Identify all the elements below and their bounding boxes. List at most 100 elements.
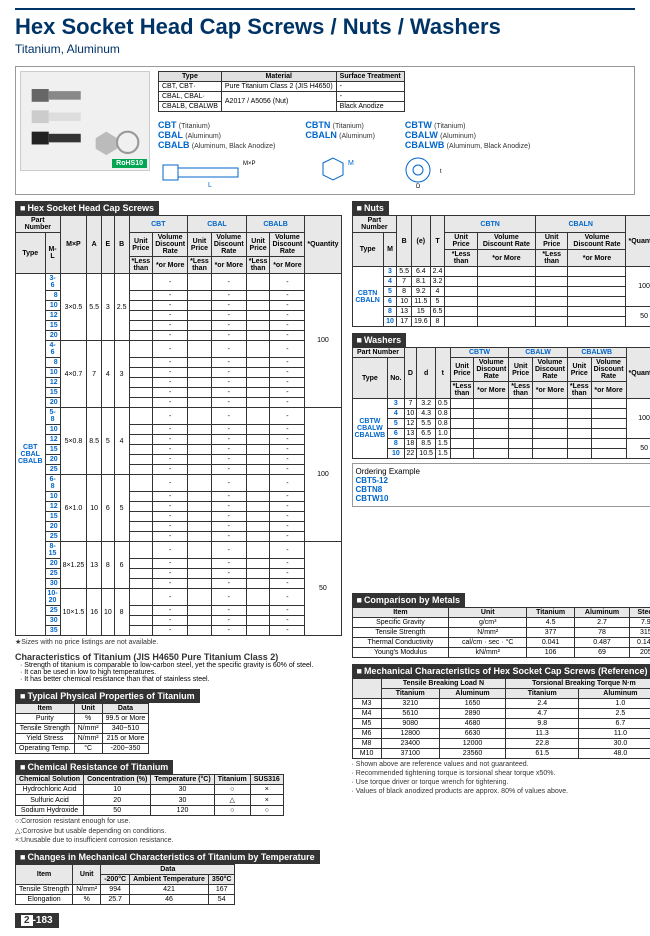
page-subtitle: Titanium, Aluminum	[15, 42, 635, 56]
table-row: 61011.55	[352, 297, 650, 307]
table-row: 5125.50.8	[352, 419, 650, 429]
rohs-badge: RoHS10	[112, 159, 147, 168]
svg-text:t: t	[440, 169, 442, 175]
comparison-table: ItemUnitTitaniumAluminumSteel Specific G…	[352, 607, 650, 658]
order-code: CBT5-12	[356, 476, 650, 485]
table-row: M5908046809.86.7	[352, 719, 650, 729]
chemical-table: Chemical SolutionConcentration (%)Temper…	[15, 774, 284, 816]
note: · Shown above are reference values and n…	[352, 761, 650, 768]
nuts-table: Part Number B (e) T CBTN CBALN *Quantity…	[352, 215, 650, 327]
table-row: 6136.51.0	[352, 429, 650, 439]
ordering-label: Ordering Example	[356, 467, 420, 476]
order-code: CBTW10	[356, 494, 650, 503]
washers-table: Part Number D d t CBTW CBALW CBALWB *Qua…	[352, 347, 650, 459]
table-row: Sodium Hydroxide50120○○	[16, 806, 284, 816]
comparison-header: Comparison by Metals	[352, 593, 465, 607]
characteristics-title: Characteristics of Titanium (JIS H4650 P…	[15, 652, 342, 662]
table-row: M4561028904.72.5	[352, 709, 650, 719]
top-section: RoHS10 TypeMaterialSurface Treatment CBT…	[15, 66, 635, 195]
svg-text:D: D	[416, 184, 421, 190]
table-row: Tensile StrengthN/mm²994421167	[16, 885, 235, 895]
code-CBALB: CBALB	[158, 140, 190, 150]
page-number: 22-183-183	[15, 913, 59, 928]
note: · Use torque driver or torque wrench for…	[352, 779, 650, 786]
table-row: M8234001200022.830.0	[352, 739, 650, 749]
table-row: CBTN CBALN35.56.42.4100	[352, 267, 650, 277]
table-row: Operating Temp.°C-200~350	[16, 744, 149, 754]
table-row: 6- 86×1.01065---	[16, 475, 342, 492]
washer-diagram: Dt	[398, 155, 468, 190]
ordering-example: Ordering Example CBT5-12CBTN8CBTW10	[352, 463, 650, 507]
code-CBTW: CBTW	[405, 120, 432, 130]
table-row: M3321016502.41.0	[352, 699, 650, 709]
table-row: Tensile StrengthN/mm²340~510	[16, 724, 149, 734]
code-CBALWB: CBALWB	[405, 140, 445, 150]
table-row: 478.13.2	[352, 277, 650, 287]
code-CBAL: CBAL	[158, 130, 183, 140]
table-row: 8188.51.550	[352, 439, 650, 449]
table-row: 4104.30.8	[352, 409, 650, 419]
table-row: CBT CBAL CBALB3- 63×0.55.532.5---100	[16, 274, 342, 291]
table-row: Tensile StrengthN/mm²37778315	[352, 628, 650, 638]
table-row: CBTW CBALW CBALWB373.20.5100	[352, 399, 650, 409]
code-CBTN: CBTN	[305, 120, 330, 130]
table-row: Purity%99.5 or More	[16, 714, 149, 724]
screws-header: Hex Socket Head Cap Screws	[15, 201, 159, 215]
table-row: Elongation%25.74654	[16, 895, 235, 905]
svg-text:L: L	[208, 182, 212, 189]
screws-note: ★Sizes with no price listings are not av…	[15, 638, 342, 646]
bullet: · Strength of titanium is comparable to …	[20, 662, 342, 669]
screw-diagram: L M×P	[158, 155, 288, 190]
table-row: 102210.51.5	[352, 449, 650, 459]
page-title: Hex Socket Head Cap Screws / Nuts / Wash…	[15, 14, 635, 40]
mechanical-header: Mechanical Characteristics of Hex Socket…	[352, 664, 650, 678]
legend-item: ×:Unusable due to insufficient corrosion…	[15, 837, 342, 844]
table-row: 10- 2010×1.516108---	[16, 589, 342, 606]
type-material-table: TypeMaterialSurface Treatment CBT, CBT·P…	[158, 71, 405, 112]
table-row: M612800663011.311.0	[352, 729, 650, 739]
nut-diagram: M	[308, 155, 378, 190]
screws-types: CBT CBAL CBALB	[16, 274, 46, 636]
table-row: 8- 158×1.251386---50	[16, 542, 342, 559]
table-row: 813156.550	[352, 307, 650, 317]
table-row: Hydrochloric Acid1030○×	[16, 785, 284, 795]
legend-item: △:Corrosive but usable depending on cond…	[15, 827, 342, 835]
washers-header: Washers	[352, 333, 407, 347]
table-row: 4- 64×0.7743---	[16, 341, 342, 358]
temp-table: ItemUnitData -200°CAmbient Temperature35…	[15, 864, 235, 905]
table-row: Yield StressN/mm²215 or More	[16, 734, 149, 744]
code-CBT: CBT	[158, 120, 177, 130]
bullet: · It has better chemical resistance than…	[20, 676, 342, 683]
svg-text:M×P: M×P	[243, 161, 256, 167]
mechanical-table: Tensile Breaking Load NTorsional Breakin…	[352, 678, 650, 759]
code-CBALN: CBALN	[305, 130, 337, 140]
svg-text:M: M	[348, 160, 354, 167]
table-row: Young's ModuluskN/mm²10669205	[352, 648, 650, 658]
bullet: · It can be used in low to high temperat…	[20, 669, 342, 676]
th-type: Type	[159, 72, 222, 82]
note: · Values of black anodized products are …	[352, 788, 650, 795]
table-row: 101719.68	[352, 317, 650, 327]
physical-header: Typical Physical Properties of Titanium	[15, 689, 200, 703]
table-row: 589.24	[352, 287, 650, 297]
table-row: Thermal Conductivitycal/cm · sec · °C0.0…	[352, 638, 650, 648]
th-surface: Surface Treatment	[336, 72, 404, 82]
code-CBALW: CBALW	[405, 130, 438, 140]
product-image: RoHS10	[20, 71, 150, 171]
order-code: CBTN8	[356, 485, 650, 494]
th-material: Material	[221, 72, 336, 82]
screws-table: Part Number M×P A E B CBT CBAL CBALB *Qu…	[15, 215, 342, 636]
page-header: Hex Socket Head Cap Screws / Nuts / Wash…	[15, 8, 635, 56]
table-row: Sulfuric Acid2030△×	[16, 795, 284, 806]
note: · Recommended tightening torque is torsi…	[352, 770, 650, 777]
type-table-area: TypeMaterialSurface Treatment CBT, CBT·P…	[158, 71, 630, 190]
temp-header: Changes in Mechanical Characteristics of…	[15, 850, 320, 864]
table-row: M10371002356061.548.0	[352, 749, 650, 759]
chemical-header: Chemical Resistance of Titanium	[15, 760, 173, 774]
table-row: 5- 85×0.88.554---100	[16, 408, 342, 425]
diagrams: L M×P M Dt	[158, 155, 630, 190]
physical-table: ItemUnitData Purity%99.5 or MoreTensile …	[15, 703, 149, 754]
table-row: Specific Gravityg/cm³4.52.77.9	[352, 618, 650, 628]
nuts-header: Nuts	[352, 201, 389, 215]
code-groups: CBT (Titanium)CBAL (Aluminum)CBALB (Alum…	[158, 120, 630, 150]
